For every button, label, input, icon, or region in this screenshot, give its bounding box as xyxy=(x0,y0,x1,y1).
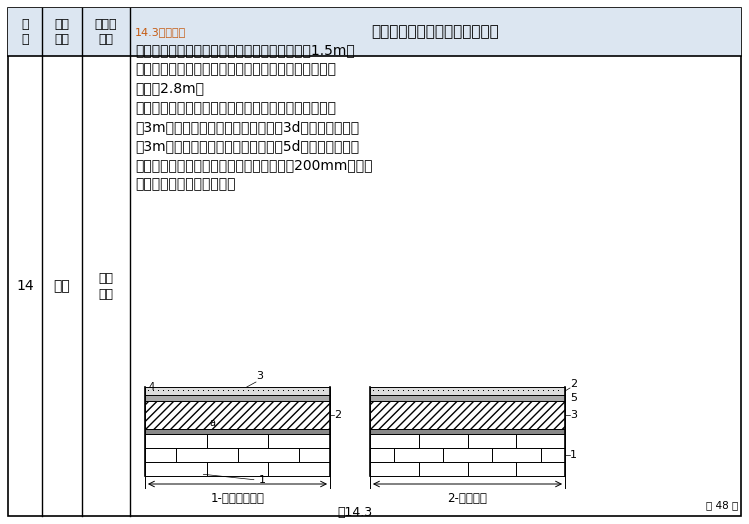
Bar xyxy=(207,462,268,476)
Bar xyxy=(268,434,330,448)
Bar xyxy=(145,448,176,462)
Text: 1-砌体转角部位: 1-砌体转角部位 xyxy=(210,492,264,505)
Bar xyxy=(145,434,207,448)
Text: 3: 3 xyxy=(570,410,577,420)
Bar xyxy=(467,462,516,476)
Bar xyxy=(370,434,419,448)
Bar xyxy=(8,8,741,56)
Bar xyxy=(145,387,330,395)
Text: 4: 4 xyxy=(149,382,155,392)
Bar xyxy=(176,448,237,462)
Bar xyxy=(516,434,565,448)
Bar xyxy=(237,448,299,462)
Text: 第 48 页: 第 48 页 xyxy=(706,500,738,510)
Bar xyxy=(145,429,330,434)
Text: 14: 14 xyxy=(16,279,34,293)
Text: 墙材: 墙材 xyxy=(99,288,114,300)
Text: 非承重砌体应分次砌筑，每次砌筑高度不应超过1.5m。
应待前次砌筑砂浆终凝后，再继续砌筑；日砌筑高度不
宜大于2.8m。: 非承重砌体应分次砌筑，每次砌筑高度不应超过1.5m。 应待前次砌筑砂浆终凝后，再… xyxy=(135,43,355,95)
Bar xyxy=(299,448,330,462)
Bar xyxy=(145,401,330,429)
Bar xyxy=(370,387,565,395)
Bar xyxy=(419,462,467,476)
Text: 1: 1 xyxy=(570,450,577,460)
Bar xyxy=(145,462,207,476)
Bar xyxy=(467,434,516,448)
Bar xyxy=(370,401,565,429)
Text: 部位或
项目: 部位或 项目 xyxy=(95,18,118,46)
Bar xyxy=(516,462,565,476)
Bar xyxy=(370,429,565,434)
Text: 裂缝: 裂缝 xyxy=(54,279,70,293)
Bar xyxy=(145,395,330,401)
Text: 14.3砌筑方法: 14.3砌筑方法 xyxy=(135,27,187,37)
Text: 1: 1 xyxy=(258,475,266,485)
Bar xyxy=(370,395,565,401)
Bar xyxy=(443,448,492,462)
Bar xyxy=(541,448,565,462)
Bar xyxy=(395,448,443,462)
Text: 2-砌体中部: 2-砌体中部 xyxy=(448,492,488,505)
Text: 5: 5 xyxy=(570,393,577,403)
Text: 2: 2 xyxy=(334,410,341,420)
Text: 砌块: 砌块 xyxy=(99,271,114,285)
Bar xyxy=(268,462,330,476)
Text: a: a xyxy=(210,418,216,428)
Text: 住宅工程质量通病防治技术措施: 住宅工程质量通病防治技术措施 xyxy=(372,25,500,39)
Text: 2: 2 xyxy=(570,379,577,389)
Bar xyxy=(492,448,541,462)
Bar xyxy=(370,448,395,462)
Bar xyxy=(370,462,419,476)
Text: 非承重砌体顶部应预留空隙，再将其补砌顶紧。墙高小
于3m时，应待砌体砌筑完毕至少间隔3d后补砌；墙高大
于3m时，应待砌体砌筑完毕至少间隔5d后补砌。补砌顶
紧: 非承重砌体顶部应预留空隙，再将其补砌顶紧。墙高小 于3m时，应待砌体砌筑完毕至少… xyxy=(135,101,372,191)
Bar xyxy=(419,434,467,448)
Text: 通病
现象: 通病 现象 xyxy=(55,18,70,46)
Text: 条
号: 条 号 xyxy=(21,18,28,46)
Text: 图14.3: 图14.3 xyxy=(338,506,372,519)
Bar xyxy=(207,434,268,448)
Text: 3: 3 xyxy=(256,371,263,381)
